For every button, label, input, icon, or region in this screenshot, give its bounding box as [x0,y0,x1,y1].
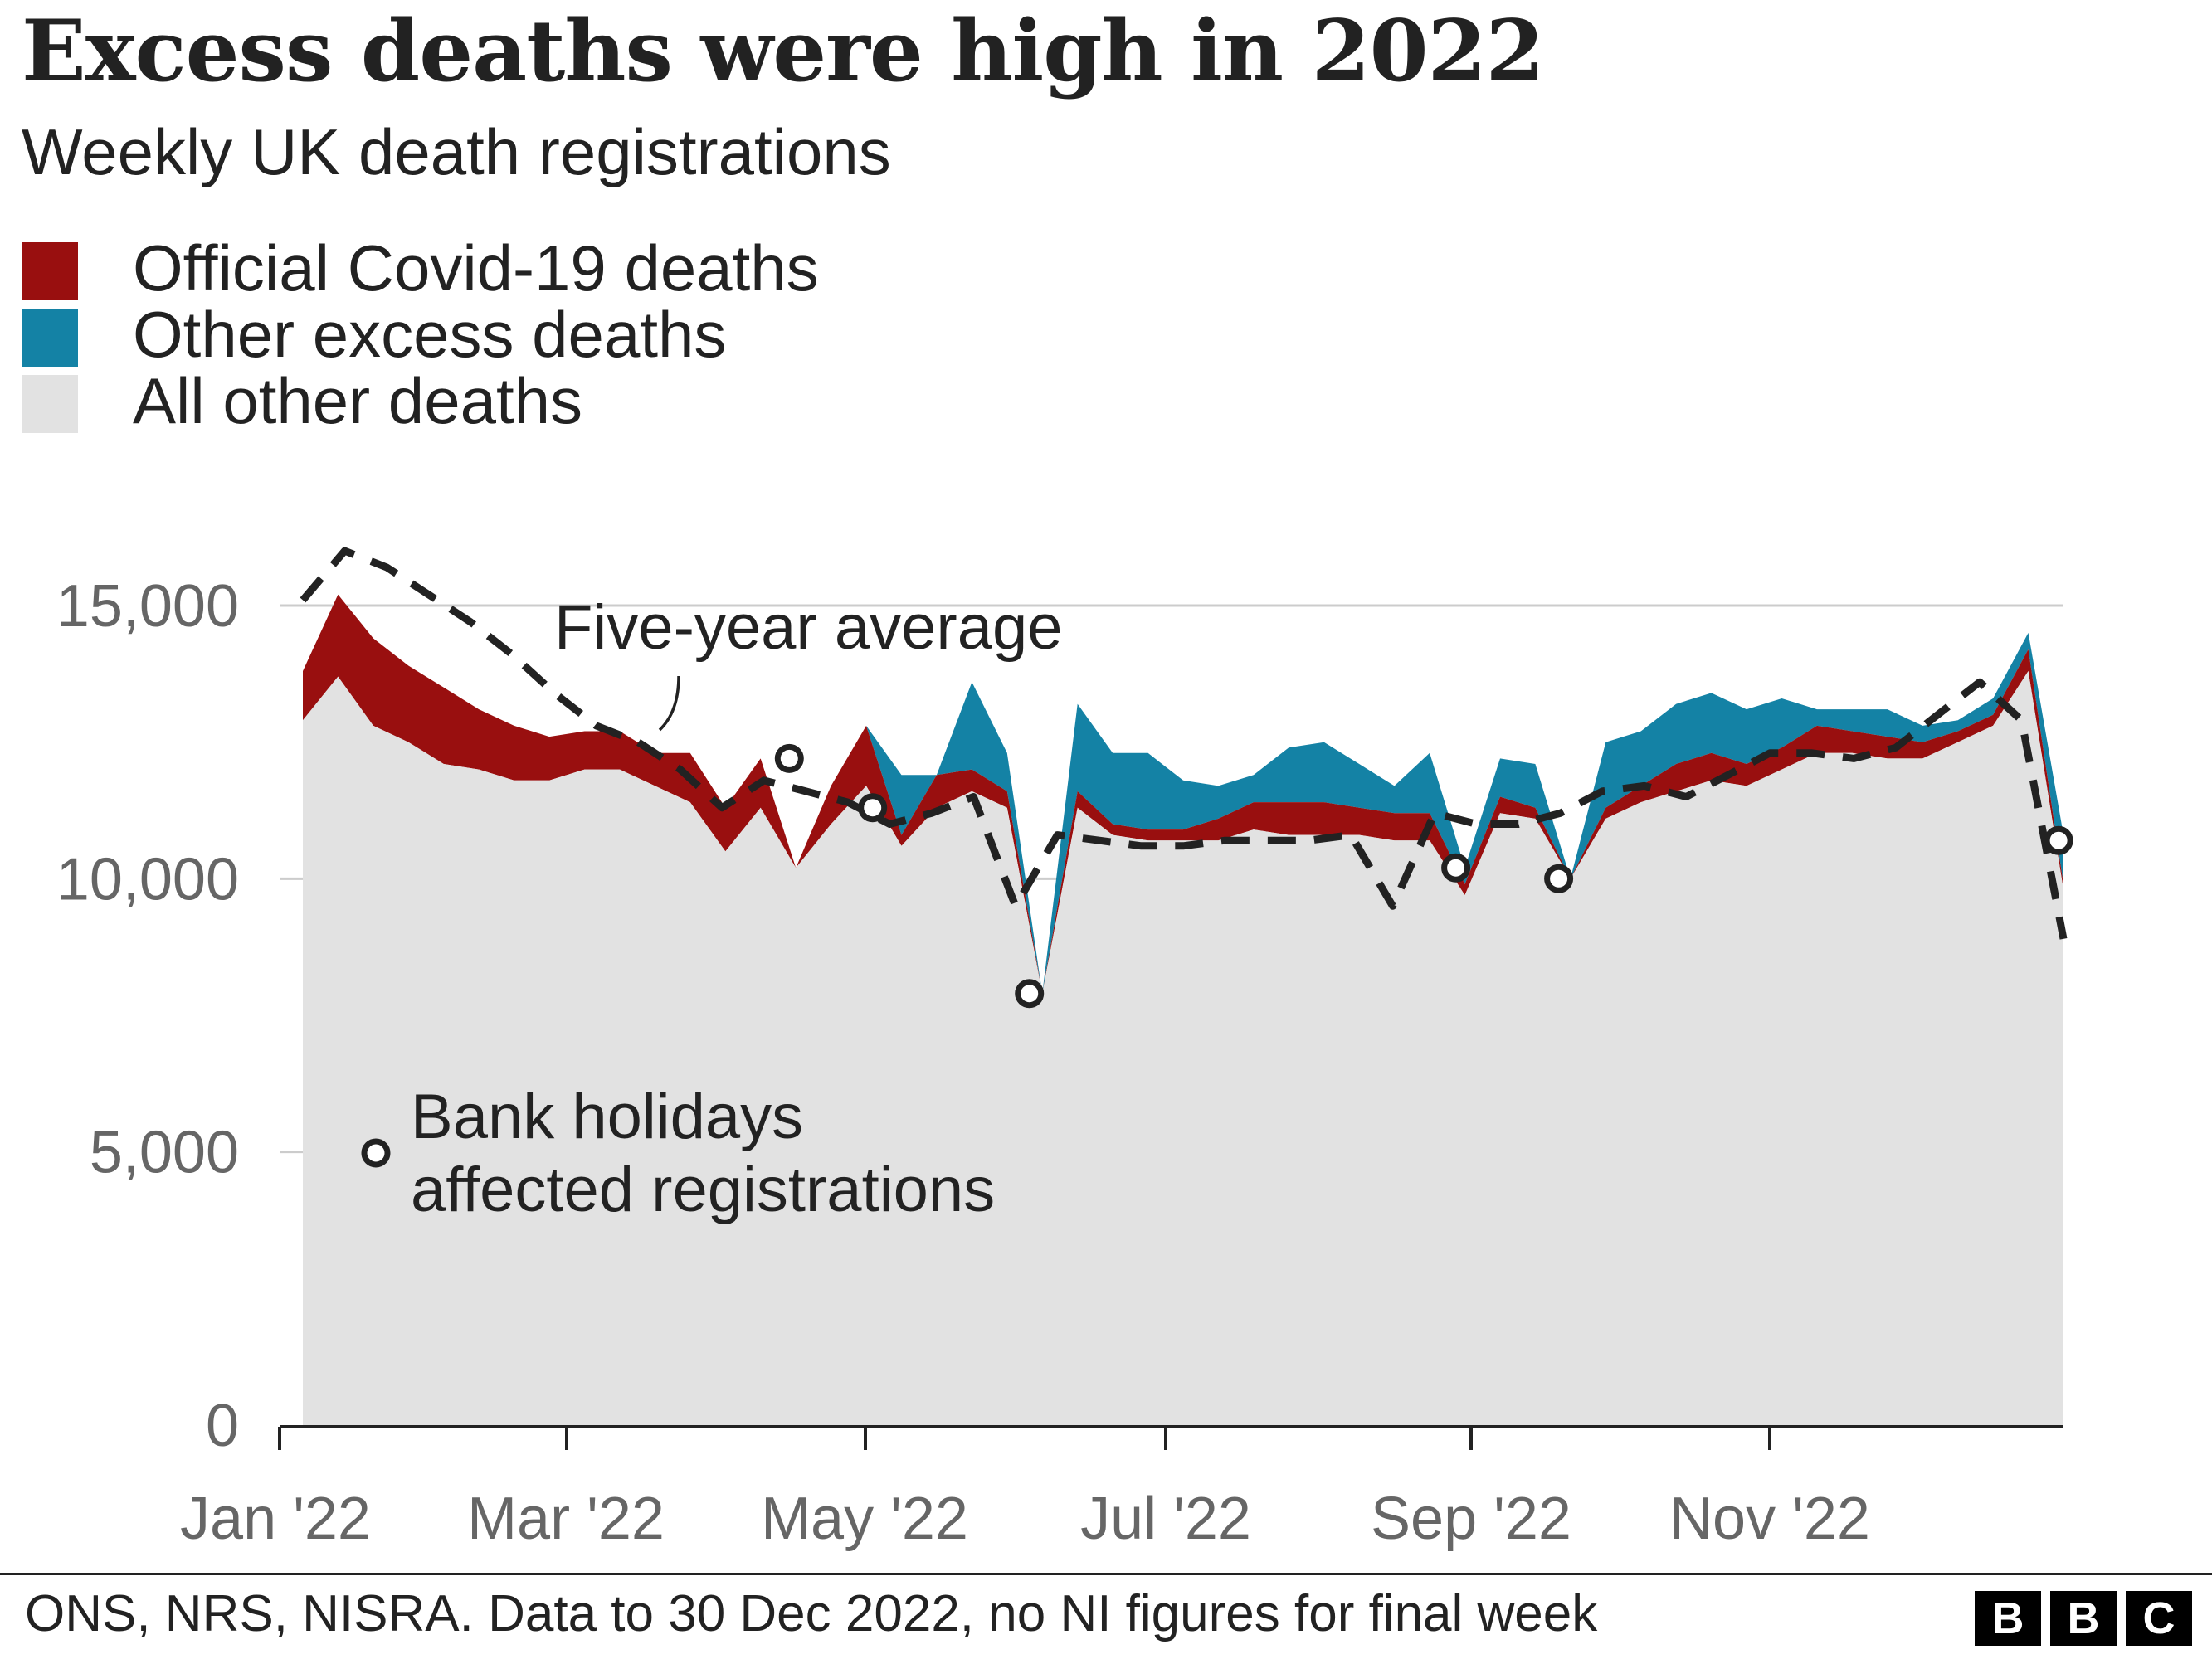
legend-swatch-covid [22,242,78,300]
chart-title: Excess deaths were high in 2022 [22,2,1544,101]
bank-holiday-marker-0 [774,743,804,773]
five-year-average-pointer [658,675,680,732]
bank-holiday-marker-4 [1544,864,1574,893]
legend-label-other-excess: Other excess deaths [133,298,727,371]
area-series [303,594,2063,1425]
chart-subtitle: Weekly UK death registrations [22,115,891,188]
legend-swatch-all-other [22,375,78,433]
logo-block-b1: B [1975,1591,2041,1646]
y-tick-label-5000: 5,000 [90,1120,239,1186]
x-tick-label-2: May '22 [761,1486,968,1552]
footer-divider [0,1573,2212,1575]
bank-holiday-legend-marker [361,1138,391,1168]
five-year-average-layer [300,547,2068,940]
area-chart: 0 5,000 10,000 15,000 Jan '22 Mar '22 May '22 J… [56,547,2073,1552]
y-tick-label-10000: 10,000 [56,846,239,912]
bank-holiday-marker-3 [1441,853,1471,883]
legend-label-all-other: All other deaths [133,364,583,437]
axes: 0 5,000 10,000 15,000 Jan '22 Mar '22 May '22 J… [56,573,2063,1552]
five-year-average-label: Five-year average [554,592,1063,663]
bank-holiday-marker-1 [858,793,888,823]
x-tick-label-1: Mar '22 [467,1486,665,1552]
annotations: Five-year average Bank holidays affected… [411,592,1063,1225]
bank-holiday-marker-5 [2044,825,2073,855]
bank-holiday-marker-2 [1015,979,1045,1009]
y-tick-label-15000: 15,000 [56,573,239,640]
x-tick-label-3: Jul '22 [1080,1486,1251,1552]
area-other-excess-deaths [303,594,2063,994]
bank-holiday-markers [361,743,2073,1168]
five-year-average-line [300,547,2068,940]
logo-block-b2: B [2050,1591,2117,1646]
legend-swatch-other-excess [22,309,78,367]
x-tick-label-4: Sep '22 [1371,1486,1571,1552]
bbc-logo: B B C [1975,1591,2192,1646]
y-tick-label-0: 0 [206,1393,239,1459]
logo-block-c: C [2126,1591,2192,1646]
x-tick-label-0: Jan '22 [180,1486,371,1552]
source-note: ONS, NRS, NISRA. Data to 30 Dec 2022, no… [25,1585,1598,1642]
bank-holidays-label-line2: affected registrations [411,1155,995,1225]
legend-label-covid: Official Covid-19 deaths [133,231,819,304]
x-tick-label-5: Nov '22 [1669,1486,1870,1552]
area-all-other-deaths [303,671,2063,1425]
bank-holidays-label-line1: Bank holidays [411,1082,803,1152]
